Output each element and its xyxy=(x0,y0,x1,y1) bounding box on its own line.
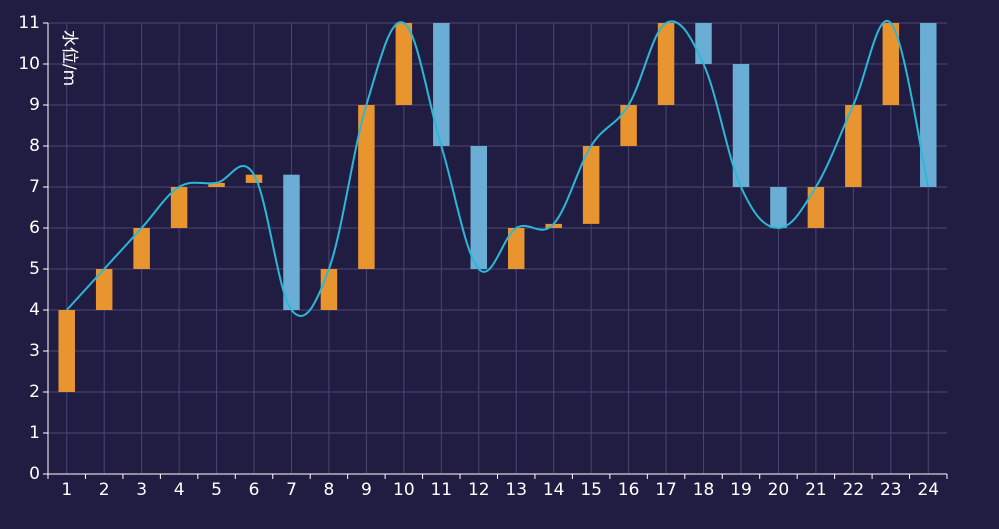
y-tick-label-9: 9 xyxy=(29,95,40,115)
x-tick-label-16: 16 xyxy=(618,480,640,500)
x-tick-label-10: 10 xyxy=(393,480,415,500)
bar-6 xyxy=(245,174,263,183)
bar-22 xyxy=(845,105,862,187)
y-tick-labels: 0 1 2 3 4 5 6 7 8 9 10 11 xyxy=(18,13,40,484)
x-tick-label-11: 11 xyxy=(430,480,452,500)
y-tick-label-1: 1 xyxy=(29,423,40,443)
bar-14 xyxy=(545,223,562,228)
x-tick-label-17: 17 xyxy=(655,480,677,500)
x-tick-label-15: 15 xyxy=(580,480,602,500)
bar-21 xyxy=(807,187,825,228)
x-tick-label-24: 24 xyxy=(917,480,939,500)
x-tick-label-23: 23 xyxy=(880,480,902,500)
bar-23 xyxy=(882,23,900,105)
bar-11 xyxy=(433,23,450,146)
bar-3 xyxy=(133,228,150,269)
axes xyxy=(43,22,948,479)
x-tick-label-19: 19 xyxy=(730,480,752,500)
y-tick-label-4: 4 xyxy=(29,300,40,320)
x-tick-label-21: 21 xyxy=(805,480,827,500)
x-tick-label-8: 8 xyxy=(324,480,335,500)
bar-24 xyxy=(920,23,937,187)
bar-12 xyxy=(470,146,488,269)
bar-13 xyxy=(507,228,525,269)
x-tick-label-2: 2 xyxy=(99,480,110,500)
bar-5 xyxy=(208,182,225,187)
x-tick-label-18: 18 xyxy=(693,480,715,500)
y-tick-label-10: 10 xyxy=(18,54,40,74)
bar-17 xyxy=(657,23,675,105)
x-tick-label-13: 13 xyxy=(505,480,527,500)
bar-20 xyxy=(770,187,787,228)
y-tick-label-6: 6 xyxy=(29,218,40,238)
x-tick-label-22: 22 xyxy=(843,480,865,500)
x-tick-label-5: 5 xyxy=(211,480,222,500)
x-tick-label-6: 6 xyxy=(249,480,260,500)
x-tick-label-14: 14 xyxy=(543,480,565,500)
x-tick-label-3: 3 xyxy=(136,480,147,500)
bar-19 xyxy=(732,64,750,187)
y-tick-label-8: 8 xyxy=(29,136,40,156)
bars xyxy=(58,23,937,392)
x-tick-label-4: 4 xyxy=(174,480,185,500)
bar-18 xyxy=(695,23,712,64)
y-tick-label-0: 0 xyxy=(29,464,40,484)
x-tick-label-1: 1 xyxy=(61,480,72,500)
y-axis-label: 水位/m xyxy=(59,30,79,86)
y-tick-label-2: 2 xyxy=(29,382,40,402)
bar-4 xyxy=(170,187,188,228)
x-tick-label-7: 7 xyxy=(286,480,297,500)
bar-9 xyxy=(358,105,375,269)
bar-16 xyxy=(620,105,637,146)
y-tick-label-5: 5 xyxy=(29,259,40,279)
x-tick-labels: 1 2 3 4 5 6 7 8 9 10 11 12 13 14 15 16 17 18 19 20 21 22 23 24 xyxy=(61,480,939,500)
bar-8 xyxy=(320,269,338,310)
x-tick-label-9: 9 xyxy=(361,480,372,500)
grid xyxy=(48,22,947,474)
bar-7 xyxy=(283,174,300,310)
bar-10 xyxy=(395,23,413,105)
y-tick-label-11: 11 xyxy=(18,13,40,33)
bar-1 xyxy=(58,310,75,392)
y-tick-label-7: 7 xyxy=(29,177,40,197)
y-tick-label-3: 3 xyxy=(29,341,40,361)
water-level-line xyxy=(65,19,930,317)
bar-2 xyxy=(95,269,113,310)
x-tick-label-12: 12 xyxy=(468,480,490,500)
x-tick-label-20: 20 xyxy=(768,480,790,500)
bar-15 xyxy=(582,146,600,224)
